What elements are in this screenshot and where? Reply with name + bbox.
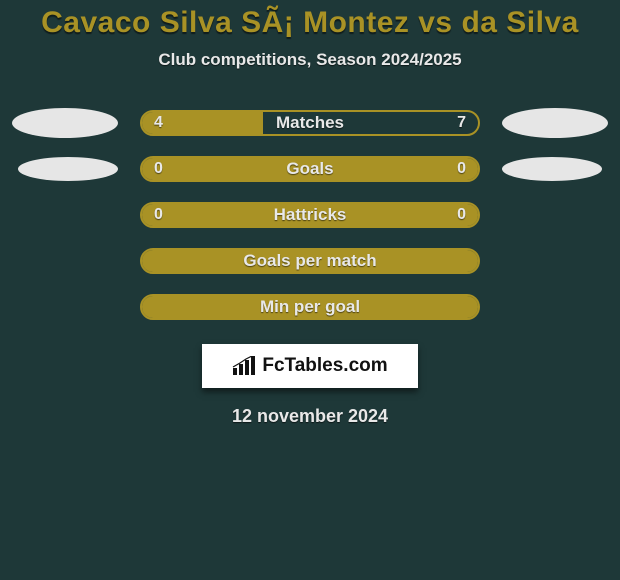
player-marker-left [18, 157, 118, 181]
comparison-rows: Matches 4 7 Goals 0 0 Hattricks 0 0 Goals per mat… [0, 110, 620, 320]
stat-bar: Min per goal [140, 294, 480, 320]
stat-value-right: 0 [457, 160, 466, 178]
stat-row: Goals per match [0, 248, 620, 274]
player-marker-right [502, 157, 602, 181]
stat-value-left: 4 [154, 114, 163, 132]
stat-row: Goals 0 0 [0, 156, 620, 182]
subtitle: Club competitions, Season 2024/2025 [0, 50, 620, 70]
logo-text: FcTables.com [262, 355, 387, 377]
stat-label: Min per goal [260, 297, 360, 317]
stat-value-left: 0 [154, 160, 163, 178]
stat-row: Matches 4 7 [0, 110, 620, 136]
logo-box: FcTables.com [202, 344, 418, 388]
stat-value-right: 7 [457, 114, 466, 132]
stat-bar: Goals 0 0 [140, 156, 480, 182]
stat-row: Hattricks 0 0 [0, 202, 620, 228]
stat-value-right: 0 [457, 206, 466, 224]
stat-bar: Goals per match [140, 248, 480, 274]
barchart-icon [232, 356, 256, 376]
player-marker-right [502, 108, 608, 138]
stat-row: Min per goal [0, 294, 620, 320]
date-text: 12 november 2024 [0, 406, 620, 427]
page-title: Cavaco Silva SÃ¡ Montez vs da Silva [0, 0, 620, 40]
player-marker-left [12, 108, 118, 138]
stat-label: Matches [276, 113, 344, 133]
stat-bar: Hattricks 0 0 [140, 202, 480, 228]
stat-label: Hattricks [274, 205, 347, 225]
stat-label: Goals per match [243, 251, 376, 271]
stat-bar: Matches 4 7 [140, 110, 480, 136]
stat-value-left: 0 [154, 206, 163, 224]
stat-label: Goals [286, 159, 333, 179]
